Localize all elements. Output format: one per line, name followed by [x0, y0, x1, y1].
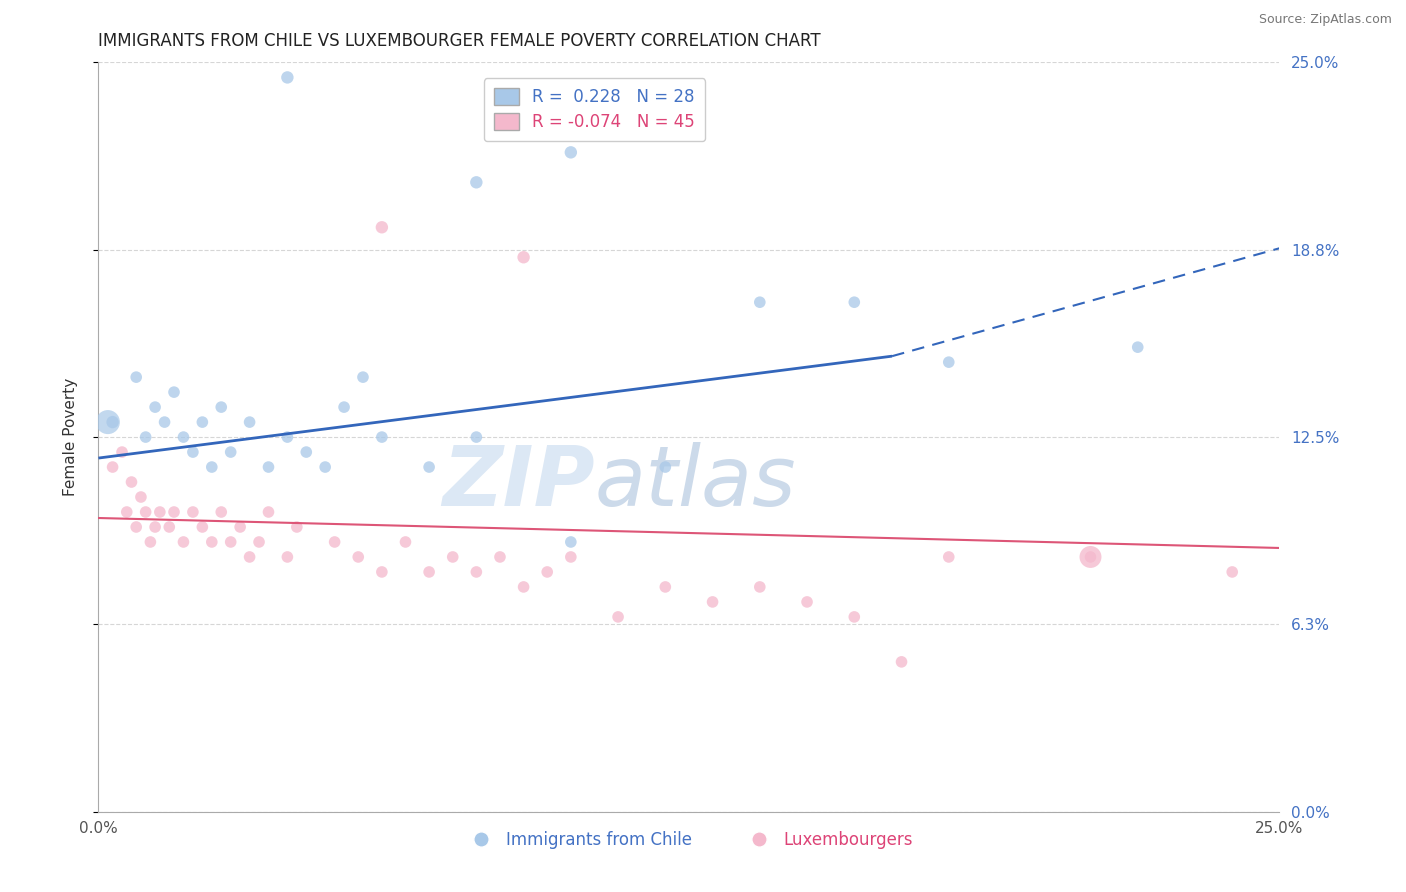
Point	[844, 295, 866, 310]
Point	[371, 220, 394, 235]
Point	[201, 460, 224, 475]
Point	[1080, 549, 1102, 564]
Point	[489, 549, 512, 564]
Point	[285, 520, 308, 534]
Point	[219, 535, 242, 549]
Point	[465, 565, 488, 579]
Point	[125, 520, 148, 534]
Point	[247, 535, 270, 549]
Point	[347, 549, 370, 564]
Point	[512, 250, 534, 264]
Point	[352, 370, 374, 384]
Point	[748, 295, 770, 310]
Point	[153, 415, 176, 429]
Point	[191, 415, 214, 429]
Point	[191, 520, 214, 534]
Point	[938, 549, 960, 564]
Point	[97, 415, 120, 429]
Point	[135, 430, 157, 444]
Point	[1126, 340, 1149, 354]
Point	[115, 505, 138, 519]
Legend: Immigrants from Chile, Luxembourgers: Immigrants from Chile, Luxembourgers	[458, 824, 920, 855]
Point	[465, 430, 488, 444]
Point	[938, 355, 960, 369]
Point	[890, 655, 912, 669]
Point	[181, 505, 204, 519]
Point	[101, 415, 124, 429]
Point	[371, 565, 394, 579]
Point	[209, 505, 232, 519]
Point	[163, 505, 186, 519]
Point	[512, 580, 534, 594]
Point	[844, 610, 866, 624]
Point	[654, 580, 676, 594]
Point	[201, 535, 224, 549]
Point	[149, 505, 172, 519]
Point	[796, 595, 818, 609]
Point	[702, 595, 724, 609]
Point	[276, 430, 298, 444]
Point	[239, 549, 262, 564]
Point	[157, 520, 180, 534]
Point	[536, 565, 558, 579]
Point	[129, 490, 152, 504]
Point	[607, 610, 630, 624]
Point	[560, 145, 582, 160]
Point	[441, 549, 464, 564]
Text: ZIP: ZIP	[441, 442, 595, 523]
Text: atlas: atlas	[595, 442, 796, 523]
Point	[257, 460, 280, 475]
Point	[1080, 549, 1102, 564]
Point	[465, 175, 488, 189]
Point	[560, 549, 582, 564]
Point	[181, 445, 204, 459]
Point	[295, 445, 318, 459]
Point	[209, 400, 232, 414]
Point	[101, 460, 124, 475]
Point	[143, 520, 166, 534]
Point	[418, 565, 440, 579]
Point	[219, 445, 242, 459]
Point	[257, 505, 280, 519]
Point	[139, 535, 162, 549]
Point	[394, 535, 416, 549]
Point	[418, 460, 440, 475]
Point	[163, 385, 186, 400]
Point	[654, 460, 676, 475]
Point	[333, 400, 356, 414]
Point	[276, 70, 298, 85]
Point	[172, 535, 194, 549]
Text: Source: ZipAtlas.com: Source: ZipAtlas.com	[1258, 13, 1392, 27]
Text: IMMIGRANTS FROM CHILE VS LUXEMBOURGER FEMALE POVERTY CORRELATION CHART: IMMIGRANTS FROM CHILE VS LUXEMBOURGER FE…	[98, 32, 821, 50]
Point	[276, 549, 298, 564]
Point	[323, 535, 346, 549]
Point	[143, 400, 166, 414]
Point	[748, 580, 770, 594]
Point	[172, 430, 194, 444]
Point	[121, 475, 143, 489]
Point	[229, 520, 252, 534]
Point	[111, 445, 134, 459]
Point	[1220, 565, 1243, 579]
Point	[135, 505, 157, 519]
Point	[371, 430, 394, 444]
Point	[314, 460, 336, 475]
Y-axis label: Female Poverty: Female Poverty	[63, 378, 77, 496]
Point	[125, 370, 148, 384]
Point	[239, 415, 262, 429]
Point	[560, 535, 582, 549]
